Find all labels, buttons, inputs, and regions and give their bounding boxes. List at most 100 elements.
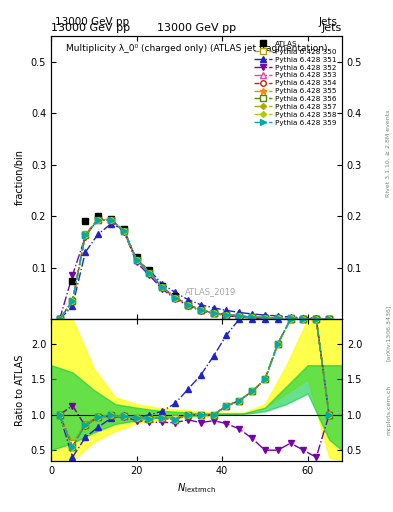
ATLAS: [275, 315, 280, 322]
Pythia 6.428 359: [70, 298, 75, 304]
Pythia 6.428 358: [70, 298, 75, 304]
Pythia 6.428 353: [185, 302, 190, 308]
ATLAS: [83, 218, 88, 224]
Pythia 6.428 350: [108, 217, 113, 223]
Pythia 6.428 357: [108, 217, 113, 223]
Pythia 6.428 351: [185, 296, 190, 303]
Pythia 6.428 354: [83, 232, 88, 238]
ATLAS: [327, 316, 331, 322]
Pythia 6.428 357: [83, 232, 88, 238]
Pythia 6.428 355: [160, 284, 165, 290]
Pythia 6.428 354: [211, 310, 216, 316]
Pythia 6.428 352: [147, 272, 152, 279]
Pythia 6.428 359: [160, 284, 165, 290]
X-axis label: $N_\mathregular{lextrm{ch}}$: $N_\mathregular{lextrm{ch}}$: [177, 481, 216, 495]
Pythia 6.428 351: [275, 313, 280, 319]
Pythia 6.428 354: [160, 284, 165, 290]
Pythia 6.428 352: [275, 316, 280, 322]
Pythia 6.428 358: [160, 284, 165, 290]
Pythia 6.428 357: [250, 314, 254, 320]
Pythia 6.428 358: [185, 302, 190, 308]
Pythia 6.428 351: [70, 303, 75, 309]
Pythia 6.428 352: [134, 260, 139, 266]
Pythia 6.428 358: [96, 217, 101, 223]
ATLAS: [301, 316, 306, 322]
Pythia 6.428 352: [108, 218, 113, 224]
Pythia 6.428 354: [224, 311, 229, 317]
Pythia 6.428 358: [288, 315, 293, 322]
Pythia 6.428 356: [173, 294, 178, 301]
Y-axis label: fraction/bin: fraction/bin: [15, 150, 25, 205]
Pythia 6.428 358: [327, 316, 331, 322]
Pythia 6.428 357: [314, 316, 319, 322]
Pythia 6.428 352: [70, 272, 75, 279]
Pythia 6.428 358: [250, 314, 254, 320]
Pythia 6.428 355: [211, 310, 216, 316]
Pythia 6.428 350: [160, 284, 165, 290]
Pythia 6.428 352: [198, 308, 203, 314]
Text: Multiplicity λ_0⁰ (charged only) (ATLAS jet fragmentation): Multiplicity λ_0⁰ (charged only) (ATLAS …: [66, 45, 327, 53]
Pythia 6.428 357: [185, 302, 190, 308]
Pythia 6.428 359: [327, 316, 331, 322]
Pythia 6.428 356: [275, 315, 280, 321]
ATLAS: [96, 213, 101, 219]
Pythia 6.428 358: [198, 307, 203, 313]
Pythia 6.428 355: [134, 257, 139, 263]
Pythia 6.428 358: [121, 227, 126, 233]
Pythia 6.428 350: [301, 315, 306, 322]
Pythia 6.428 353: [57, 316, 62, 322]
Pythia 6.428 359: [147, 270, 152, 276]
Pythia 6.428 352: [301, 316, 306, 322]
Pythia 6.428 353: [224, 311, 229, 317]
Pythia 6.428 355: [327, 316, 331, 322]
Pythia 6.428 354: [288, 315, 293, 322]
Pythia 6.428 351: [314, 315, 319, 321]
Pythia 6.428 357: [96, 217, 101, 223]
Pythia 6.428 355: [70, 298, 75, 304]
Pythia 6.428 358: [108, 217, 113, 223]
Pythia 6.428 352: [173, 295, 178, 302]
Pythia 6.428 356: [134, 257, 139, 263]
ATLAS: [263, 315, 267, 321]
Pythia 6.428 355: [185, 302, 190, 308]
Pythia 6.428 354: [147, 270, 152, 276]
Pythia 6.428 358: [275, 315, 280, 321]
Pythia 6.428 356: [198, 307, 203, 313]
Pythia 6.428 359: [134, 257, 139, 263]
Pythia 6.428 356: [224, 311, 229, 317]
Pythia 6.428 352: [237, 314, 242, 320]
Pythia 6.428 352: [57, 316, 62, 322]
Pythia 6.428 352: [327, 316, 331, 322]
Pythia 6.428 357: [288, 315, 293, 322]
ATLAS: [134, 254, 139, 261]
Pythia 6.428 355: [147, 270, 152, 276]
Pythia 6.428 351: [301, 314, 306, 321]
Pythia 6.428 353: [250, 314, 254, 320]
Pythia 6.428 355: [314, 316, 319, 322]
Pythia 6.428 357: [263, 314, 267, 321]
ATLAS: [147, 267, 152, 273]
Pythia 6.428 358: [301, 315, 306, 322]
Pythia 6.428 354: [327, 316, 331, 322]
Pythia 6.428 353: [301, 315, 306, 322]
Pythia 6.428 351: [83, 249, 88, 255]
Pythia 6.428 357: [160, 284, 165, 290]
Pythia 6.428 358: [314, 316, 319, 322]
Pythia 6.428 354: [185, 302, 190, 308]
Pythia 6.428 351: [224, 307, 229, 313]
Pythia 6.428 359: [275, 315, 280, 321]
Pythia 6.428 353: [147, 270, 152, 276]
Pythia 6.428 359: [263, 314, 267, 321]
Pythia 6.428 353: [263, 314, 267, 321]
Pythia 6.428 356: [83, 232, 88, 238]
ATLAS: [250, 314, 254, 321]
ATLAS: [121, 226, 126, 232]
Pythia 6.428 353: [83, 232, 88, 238]
Pythia 6.428 355: [198, 307, 203, 313]
Pythia 6.428 353: [108, 217, 113, 223]
Pythia 6.428 359: [57, 316, 62, 322]
Text: [arXiv:1306.3436]: [arXiv:1306.3436]: [386, 305, 391, 361]
Pythia 6.428 353: [121, 227, 126, 233]
Pythia 6.428 354: [237, 313, 242, 319]
Pythia 6.428 356: [57, 316, 62, 322]
